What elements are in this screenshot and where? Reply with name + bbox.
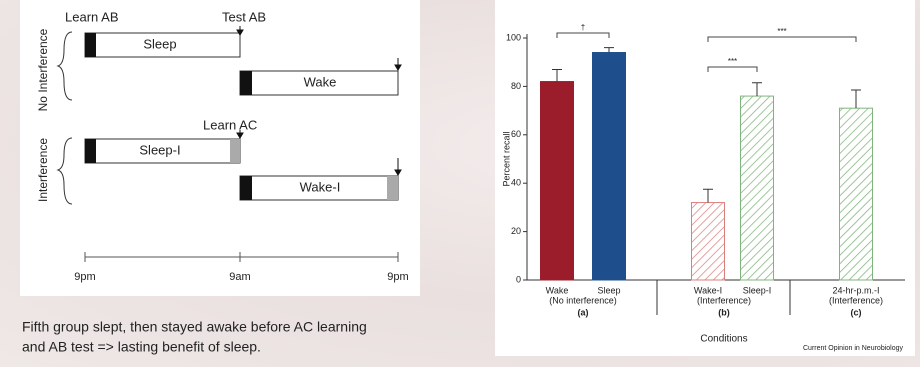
y-tick-label: 0 xyxy=(516,274,521,284)
x-tick-label: Sleep-I xyxy=(743,285,772,295)
bar xyxy=(239,175,399,201)
bar-label: Wake xyxy=(304,74,337,89)
bar-block xyxy=(85,33,96,57)
group-id: (b) xyxy=(718,307,730,317)
bar-block xyxy=(85,139,96,163)
group-id: (a) xyxy=(578,307,589,317)
bar-label: Sleep xyxy=(143,36,176,51)
arrows xyxy=(236,26,402,176)
group-label: (No interference) xyxy=(549,295,617,305)
y-tick-label: 20 xyxy=(511,226,521,236)
y-tick-label: 100 xyxy=(506,32,521,42)
x-tick-label: 24-hr-p.m.-I xyxy=(832,285,879,295)
error-bar xyxy=(552,68,562,82)
source: Current Opinion in Neurobiology xyxy=(803,345,903,352)
significance-label: *** xyxy=(777,27,786,36)
group-id: (c) xyxy=(851,307,862,317)
time-label: 9am xyxy=(229,271,250,283)
error-bar xyxy=(752,82,762,97)
group-label: Interference xyxy=(36,138,50,202)
group-label: No Interference xyxy=(36,28,50,111)
bar-label: Sleep-I xyxy=(139,142,180,157)
x-tick-label: Wake-I xyxy=(694,285,722,295)
brace xyxy=(56,31,73,101)
chart: Percent recall Conditions Current Opinio… xyxy=(501,23,905,352)
bar xyxy=(839,107,873,281)
bar xyxy=(540,81,574,281)
bar xyxy=(592,52,626,281)
bar xyxy=(740,95,774,281)
group-label: (Interference) xyxy=(829,295,883,305)
caption: and AB test => lasting benefit of sleep. xyxy=(22,339,261,355)
y-tick-label: 80 xyxy=(511,81,521,91)
bar xyxy=(691,202,725,281)
significance-bracket xyxy=(556,32,610,38)
bar-label: Wake-I xyxy=(300,179,341,194)
significance-label: † xyxy=(581,23,585,32)
x-axis-label: Conditions xyxy=(700,334,747,345)
label: Test AB xyxy=(222,9,266,24)
label: Learn AC xyxy=(203,117,257,132)
bar xyxy=(84,32,241,58)
significance-bracket xyxy=(707,66,758,72)
y-tick-label: 60 xyxy=(511,129,521,139)
y-tick-label: 40 xyxy=(511,178,521,188)
label: Learn AB xyxy=(65,9,119,24)
significance-bracket xyxy=(707,36,857,42)
error-bar xyxy=(604,47,614,53)
group-label: (Interference) xyxy=(697,295,751,305)
diagram: Learn AB Test AB Learn AC No Interferenc… xyxy=(36,9,409,282)
bar-block xyxy=(387,176,398,200)
bar-block xyxy=(230,139,240,163)
time-label: 9pm xyxy=(387,271,408,283)
error-bar xyxy=(703,188,713,203)
x-tick-label: Wake xyxy=(546,285,569,295)
time-label: 9pm xyxy=(74,271,95,283)
x-tick-label: Sleep xyxy=(597,285,620,295)
significance-label: *** xyxy=(728,57,737,66)
y-axis-label: Percent recall xyxy=(501,131,511,186)
bar-block xyxy=(240,71,252,95)
bar-block xyxy=(240,176,252,200)
brace xyxy=(56,137,73,205)
caption: Fifth group slept, then stayed awake bef… xyxy=(22,319,367,335)
error-bar xyxy=(851,89,861,109)
